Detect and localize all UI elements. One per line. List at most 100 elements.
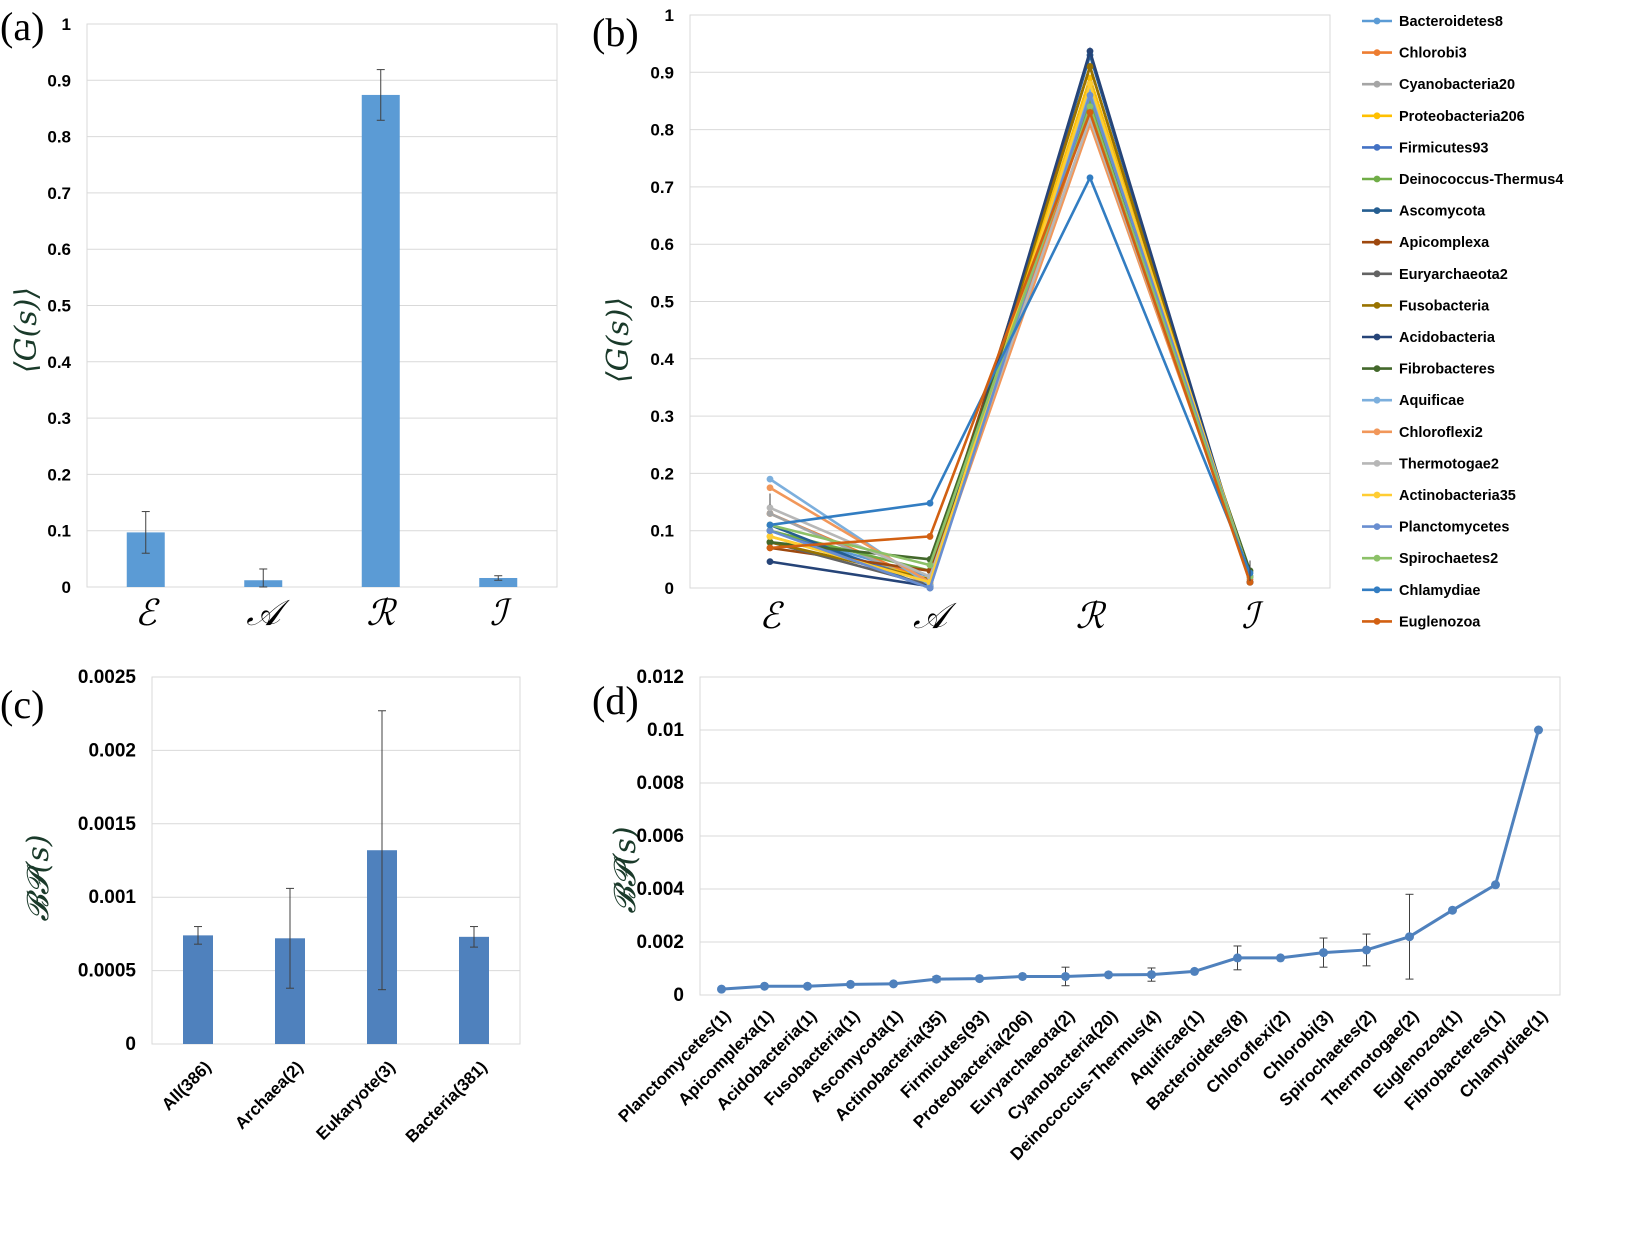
d-series-point [846,979,855,989]
d-series-point [1319,948,1328,958]
d-series-point [717,984,726,994]
a-bar [361,94,400,588]
c-xtick-label: Bacteria(381) [402,1057,491,1146]
b-legend-label: Aquificae [1399,393,1464,409]
d-ytick-label: 0.01 [647,720,684,741]
c-ytick-label: 0.0015 [78,814,137,835]
d-series-point [1534,725,1543,735]
b-legend-marker [1373,396,1381,404]
b-series-point [926,499,934,507]
b-legend-label: Chlamydiae [1399,583,1480,599]
d-series-point [1448,905,1457,915]
b-series-point [766,533,774,540]
d-series-point [1190,966,1199,976]
c-ytick-label: 0.001 [88,887,136,908]
b-series-point [1086,91,1094,99]
b-legend-marker [1373,618,1381,625]
b-ytick-label: 0.7 [650,178,674,197]
b-series-line [769,108,1252,583]
panel-a-label: (a) [0,4,44,49]
b-ytick-label: 0.2 [650,464,674,483]
d-ytick-label: 0.004 [636,879,684,900]
b-legend-marker [1373,80,1381,88]
c-ytick-label: 0.002 [88,740,136,761]
b-legend-label: Euglenozoa [1399,614,1481,630]
d-ytick-label: 0 [673,985,684,1006]
d-ytick-label: 0.012 [636,667,684,688]
b-legend-label: Planctomycetes [1399,520,1509,536]
d-series-point [1147,970,1156,980]
b-ytick-label: 0.4 [650,350,674,369]
c-xtick-label: All(386) [158,1057,215,1114]
b-legend-label: Cyanobacteria20 [1399,77,1515,93]
b-legend-label: Ascomycota [1399,204,1486,220]
d-series-point [1362,945,1371,955]
b-ytick-label: 0.5 [650,293,674,312]
a-xtick-label: ℐ [490,593,513,634]
d-ytick-label: 0.008 [636,773,684,794]
b-legend-label: Thermotogae2 [1399,456,1499,472]
b-xtick-label: ℐ [1242,596,1265,637]
a-ytick-label: 0.9 [47,71,71,90]
panel-d: (d) 𝓑𝓟(s) 0 0.002 0.004 0.006 0.008 0.01 0.012… [592,667,1561,1164]
a-ytick-label: 0.6 [47,240,71,259]
panel-c-grid [151,676,521,1045]
b-series-point [766,527,774,535]
b-series-point [1086,109,1094,116]
b-series-point [926,584,934,592]
a-xtick-label: 𝒜 [246,593,290,634]
panel-b-yticks: 0 0.1 0.2 0.3 0.4 0.5 0.6 0.7 0.8 0.9 1 [650,6,674,598]
panel-d-yticks: 0 0.002 0.004 0.006 0.008 0.01 0.012 [636,667,684,1006]
b-legend-marker [1373,112,1381,120]
b-legend-marker [1373,238,1381,246]
b-ytick-label: 0.3 [650,407,674,426]
panel-a-bars [126,69,518,588]
b-legend-marker [1373,554,1381,562]
b-series-line [769,102,1252,577]
b-legend-label: Proteobacteria206 [1399,109,1525,125]
b-series-point [926,533,934,540]
panel-b-label: (b) [592,10,639,55]
b-ytick-label: 1 [665,6,674,25]
b-legend-label: Euryarchaeota2 [1399,267,1508,283]
b-series-line [769,46,1252,588]
b-legend-marker [1373,365,1381,372]
b-series-point [766,504,774,512]
b-series-line [769,174,1252,574]
panel-c-bars [183,710,489,1044]
panel-d-label: (d) [592,678,639,723]
d-series-point [1491,880,1500,890]
a-bar [479,577,518,587]
c-ytick-label: 0.0005 [78,961,137,982]
a-ytick-label: 0.5 [47,297,71,316]
b-ytick-label: 0 [665,579,674,598]
panel-b-lines [766,46,1254,592]
a-xtick-label: ℛ [366,593,397,634]
d-series-point [932,974,941,984]
b-legend-label: Chloroflexi2 [1399,425,1483,441]
b-series-point [926,561,934,569]
panel-a-yticks: 0 0.1 0.2 0.3 0.4 0.5 0.6 0.7 0.8 0.9 1 [47,15,71,597]
d-series-point [1276,953,1285,963]
d-series-point [1104,970,1113,980]
b-series-point [766,475,774,483]
b-legend-marker [1373,491,1381,499]
b-legend-marker [1373,333,1381,341]
c-ytick-label: 0 [125,1034,136,1055]
d-series-point [889,979,898,989]
a-xtick-label: ℰ [135,593,160,634]
panel-b-grid [689,14,1331,589]
b-legend-label: Fibrobacteres [1399,362,1495,378]
panel-b-ylabel: ⟨G(s)⟩ [601,297,636,383]
b-series-point [1086,103,1094,111]
panel-a-ylabel: ⟨G(s)⟩ [9,287,44,373]
b-series-point [1086,47,1094,55]
panel-d-lines [717,725,1543,994]
panel-c-ylabel: 𝓑𝓟(s) [21,835,56,922]
b-ytick-label: 0.9 [650,63,674,82]
c-xtick-label: Archaea(2) [231,1057,307,1133]
b-ytick-label: 0.8 [650,121,674,140]
b-series-point [766,558,774,566]
